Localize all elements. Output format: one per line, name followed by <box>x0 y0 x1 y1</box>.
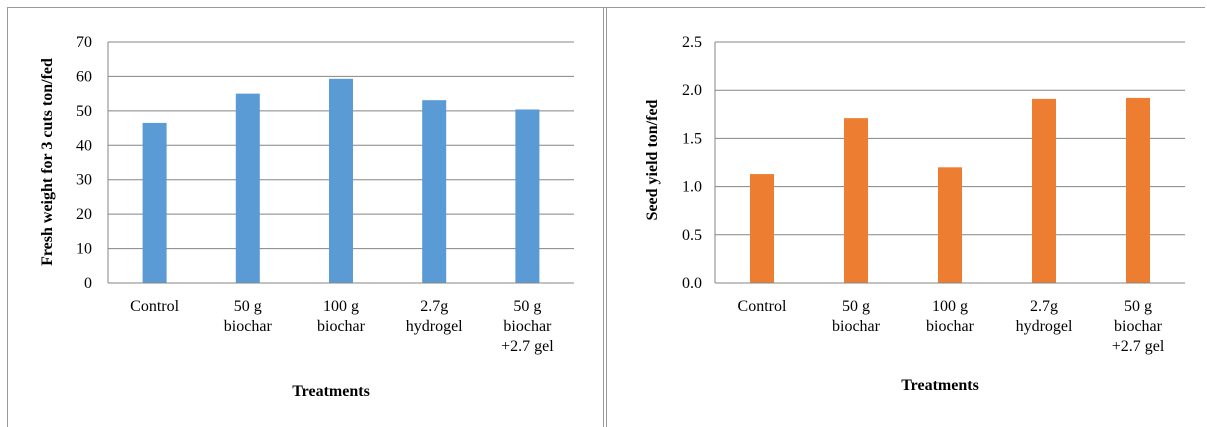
x-category-label: biochar <box>317 318 366 335</box>
x-category-label: +2.7 gel <box>1112 338 1165 355</box>
chart-fresh-weight: 0 10 20 30 40 50 60 70 Control 50 g biochar 100 g bi… <box>0 0 600 427</box>
y-tick-label: 10 <box>76 241 92 258</box>
x-category-label: 50 g <box>513 298 541 315</box>
x-axis-title: Treatments <box>901 377 979 394</box>
y-axis-title: Seed yield ton/fed <box>644 99 661 220</box>
chart-seed-yield: 0.0 0.5 1.0 1.5 2.0 2.5 Control 50 g biochar 100 … <box>605 0 1205 427</box>
bar-4 <box>1032 98 1056 283</box>
x-category-label: biochar <box>926 318 975 335</box>
chart-fresh-weight-svg: 0 10 20 30 40 50 60 70 Control 50 g biochar 100 g bi… <box>39 34 574 400</box>
x-category-label: hydrogel <box>1016 318 1073 335</box>
y-tick-label: 2.0 <box>682 82 702 99</box>
y-tick-label: 50 <box>76 103 92 120</box>
x-category-label: hydrogel <box>406 318 463 335</box>
table-border-middle <box>603 7 604 427</box>
x-category-label: 100 g <box>323 298 359 315</box>
x-category-label: 50 g <box>842 298 870 315</box>
bar-5 <box>1126 97 1150 283</box>
bar-1 <box>750 174 774 283</box>
x-category-label: Control <box>130 298 179 315</box>
y-tick-label: 0.5 <box>682 227 702 244</box>
x-axis-title: Treatments <box>292 383 370 400</box>
x-category-label: biochar <box>503 318 552 335</box>
y-tick-label: 30 <box>76 172 92 189</box>
table-border-left <box>7 7 8 427</box>
x-category-label: 100 g <box>932 298 968 315</box>
x-category-label: Control <box>738 298 787 315</box>
bar-5 <box>515 109 540 283</box>
table-border-middle-double <box>606 7 607 427</box>
y-tick-label: 1.0 <box>682 179 702 196</box>
x-category-label: 50 g <box>1124 298 1152 315</box>
x-category-label: biochar <box>224 318 273 335</box>
bar-4 <box>422 100 447 283</box>
y-tick-label: 0.0 <box>682 275 702 292</box>
x-category-label: 2.7g <box>1030 298 1058 315</box>
bar-2 <box>844 118 868 283</box>
bar-3 <box>329 78 353 284</box>
chart-seed-yield-svg: 0.0 0.5 1.0 1.5 2.0 2.5 Control 50 g biochar 100 … <box>644 34 1185 394</box>
y-tick-label: 60 <box>76 68 92 85</box>
y-tick-label: 20 <box>76 206 92 223</box>
bar-2 <box>235 93 260 284</box>
x-category-label: 50 g <box>234 298 262 315</box>
x-category-label: biochar <box>832 318 881 335</box>
x-category-label: biochar <box>1114 318 1163 335</box>
y-tick-label: 0 <box>84 275 92 292</box>
bar-3 <box>938 167 962 283</box>
y-tick-label: 70 <box>76 34 92 51</box>
bar-1 <box>142 122 167 284</box>
y-axis-title: Fresh weight for 3 cuts ton/fed <box>39 58 56 266</box>
y-tick-label: 2.5 <box>682 34 702 51</box>
x-category-label: 2.7g <box>420 298 448 315</box>
y-tick-label: 1.5 <box>682 130 702 147</box>
x-category-label: +2.7 gel <box>501 338 554 355</box>
y-tick-label: 40 <box>76 137 92 154</box>
